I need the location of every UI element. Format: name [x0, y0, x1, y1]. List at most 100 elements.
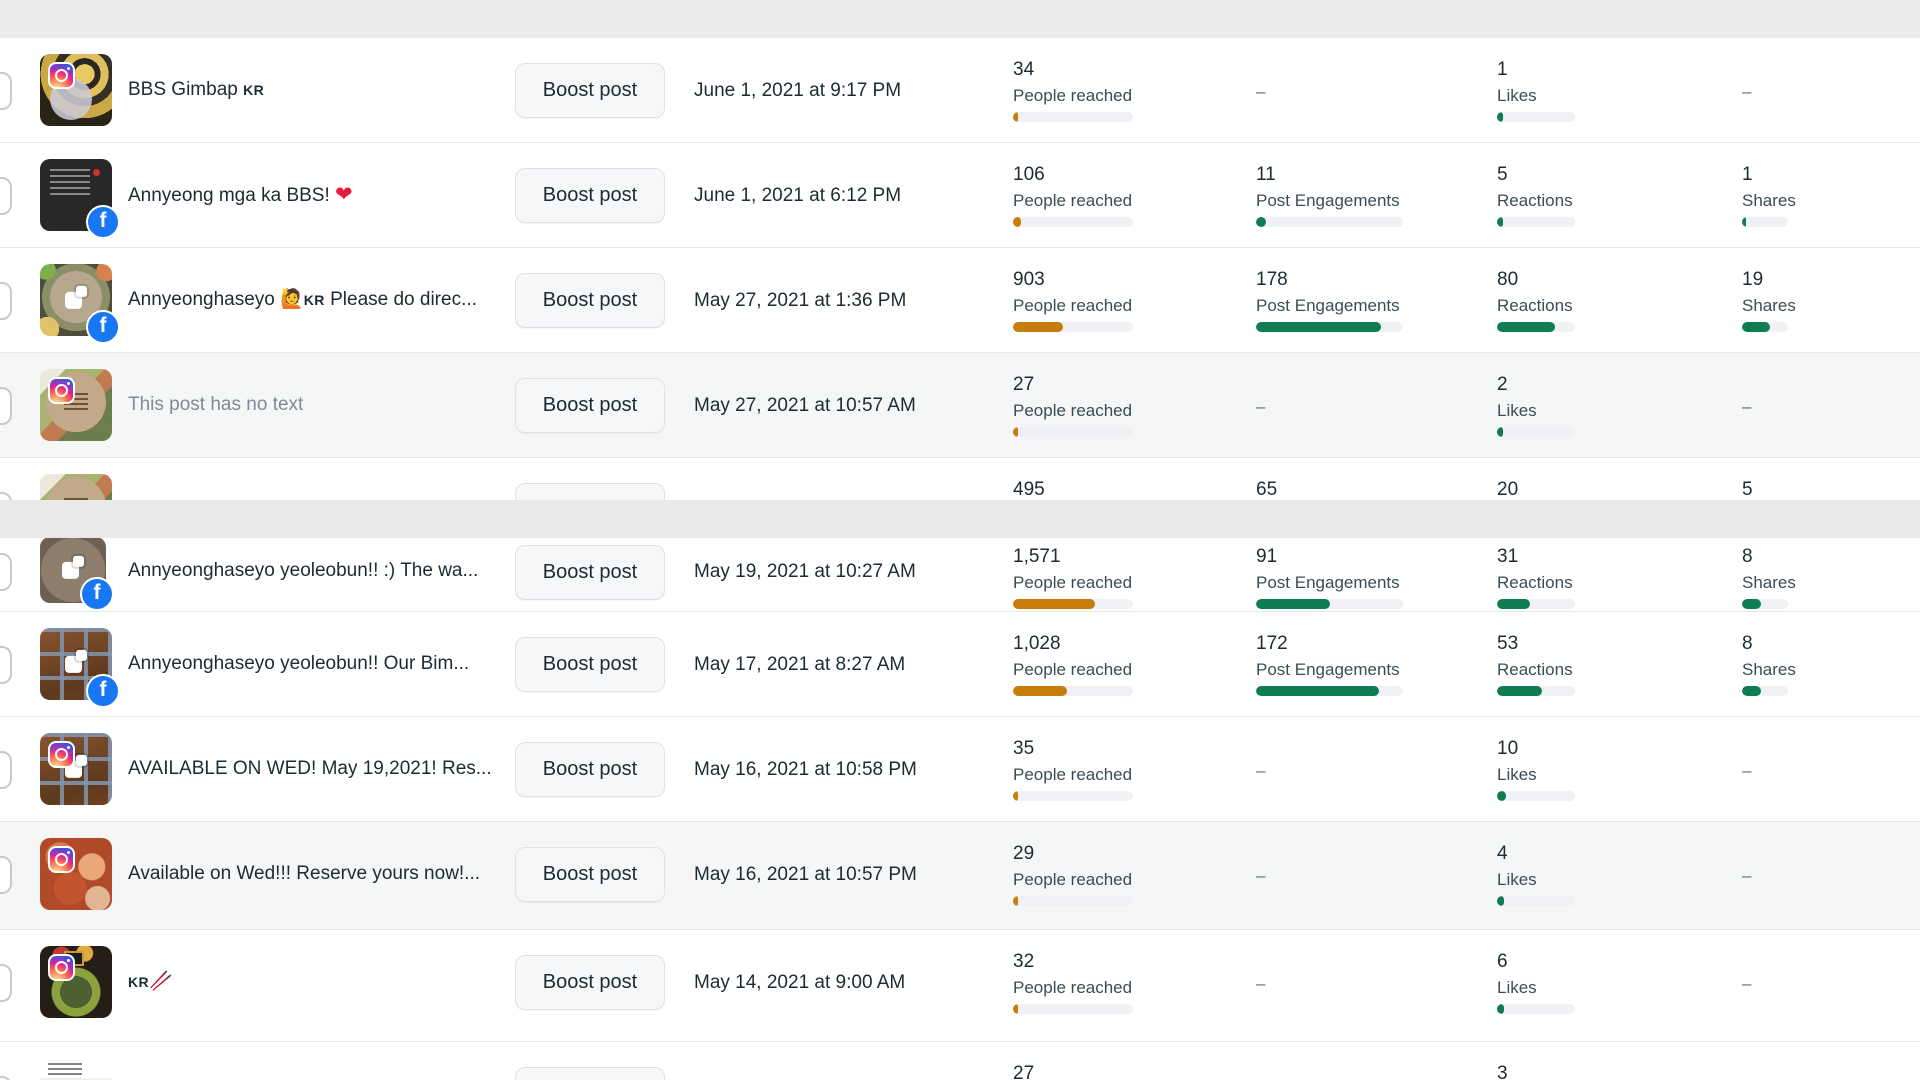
post-date: May 27, 2021 at 10:57 AM — [694, 395, 916, 416]
row-checkbox[interactable] — [0, 177, 12, 215]
post-row[interactable]: f Annyeonghaseyo 🙋KR Please do direc... Bo… — [0, 248, 1920, 353]
metric-progress-bar — [1497, 1004, 1575, 1014]
post-row[interactable]: Boost post 27 3 — [0, 1042, 1920, 1080]
post-row[interactable]: AVAILABLE ON WED! May 19,2021! Res... Boo… — [0, 717, 1920, 822]
metric-likes: 6 Likes — [1497, 950, 1712, 1014]
metric-progress-bar — [1742, 322, 1788, 332]
boost-post-button[interactable]: Boost post — [515, 63, 665, 118]
metric-progress-bar — [1013, 686, 1133, 696]
emoji-glyph: 🙋 — [280, 289, 304, 310]
boost-post-button[interactable]: Boost post — [515, 1067, 665, 1080]
metric-progress-fill — [1256, 322, 1381, 332]
post-thumbnail[interactable] — [40, 54, 112, 126]
metric-empty-dash: – — [1742, 397, 1752, 416]
metric-label: Likes — [1497, 86, 1537, 105]
post-thumbnail[interactable]: f — [40, 159, 120, 239]
metric-progress-fill — [1497, 896, 1505, 906]
boost-post-button[interactable]: Boost post — [515, 847, 665, 902]
metric-people-reached: 1,028 People reached — [1013, 632, 1228, 696]
metric-label: Shares — [1742, 296, 1796, 315]
metric-empty-dash: – — [1256, 974, 1266, 993]
row-checkbox[interactable] — [0, 387, 12, 425]
metric-label: Post Engagements — [1256, 296, 1400, 315]
metric-progress-fill — [1497, 686, 1543, 696]
table-header-band — [0, 0, 1920, 38]
post-row[interactable]: Available on Wed!!! Reserve yours now!..… — [0, 822, 1920, 930]
row-checkbox[interactable] — [0, 964, 12, 1002]
post-thumbnail[interactable]: f — [40, 628, 120, 708]
metric-progress-bar — [1497, 896, 1575, 906]
boost-post-button[interactable]: Boost post — [515, 742, 665, 797]
post-thumbnail[interactable] — [40, 946, 112, 1018]
boost-post-button[interactable]: Boost post — [515, 168, 665, 223]
metric-shares: 8 Shares — [1742, 545, 1920, 609]
metric-label: People reached — [1013, 296, 1133, 315]
metric-empty-dash: – — [1742, 761, 1752, 780]
title-text: Please do direc... — [324, 289, 477, 310]
instagram-badge-icon — [48, 954, 75, 981]
post-thumbnail[interactable] — [40, 1058, 112, 1080]
row-checkbox[interactable] — [0, 1076, 12, 1080]
row-checkbox[interactable] — [0, 646, 12, 684]
post-row[interactable]: KR🥢 Boost post May 14, 2021 at 9:00 AM 32 Pe… — [0, 930, 1920, 1042]
metric-label: People reached — [1013, 660, 1133, 679]
post-row[interactable]: f Annyeonghaseyo yeoleobun!! :) The wa...… — [0, 533, 1920, 612]
post-date: May 16, 2021 at 10:58 PM — [694, 759, 917, 780]
post-title: Available on Wed!!! Reserve yours now!..… — [128, 862, 480, 886]
instagram-badge-icon — [48, 62, 75, 89]
boost-post-button[interactable]: Boost post — [515, 273, 665, 328]
metric-metric: 3 — [1497, 1062, 1712, 1080]
row-checkbox[interactable] — [0, 751, 12, 789]
post-row[interactable]: f Annyeonghaseyo yeoleobun!! Our Bim... Bo… — [0, 612, 1920, 717]
metric-post-engagements: 11 Post Engagements — [1256, 163, 1471, 227]
post-thumbnail[interactable] — [40, 838, 112, 910]
post-thumbnail[interactable] — [40, 733, 112, 805]
metric-label: Post Engagements — [1256, 660, 1400, 679]
boost-post-button[interactable]: Boost post — [515, 955, 665, 1010]
metric-progress-bar — [1013, 1004, 1133, 1014]
metric-progress-bar — [1256, 599, 1403, 609]
title-text: Annyeonghaseyo yeoleobun!! Our Bim... — [128, 653, 470, 674]
post-row[interactable]: f Annyeong mga ka BBS! ❤ Boost post June 1,… — [0, 143, 1920, 248]
row-checkbox[interactable] — [0, 282, 12, 320]
row-checkbox[interactable] — [0, 856, 12, 894]
metric-value: 34 — [1013, 59, 1035, 80]
post-thumbnail[interactable]: f — [40, 537, 114, 611]
metric-likes: 4 Likes — [1497, 842, 1712, 906]
metric-value: 19 — [1742, 269, 1764, 290]
metric-label: Likes — [1497, 401, 1537, 420]
metric-progress-bar — [1013, 599, 1133, 609]
metric-post-engagements: 172 Post Engagements — [1256, 632, 1471, 696]
post-date: June 1, 2021 at 6:12 PM — [694, 185, 902, 206]
metric-progress-fill — [1742, 686, 1761, 696]
boost-post-button[interactable]: Boost post — [515, 637, 665, 692]
metric-value: 4 — [1497, 843, 1508, 864]
metric-value: 8 — [1742, 546, 1753, 567]
metric-people-reached: 27 People reached — [1013, 373, 1228, 437]
metric-empty-dash: – — [1256, 866, 1266, 885]
metric-label: Reactions — [1497, 573, 1573, 592]
metric-progress-bar — [1497, 686, 1575, 696]
metric-value: 11 — [1256, 164, 1276, 185]
metric-progress-fill — [1013, 217, 1022, 227]
metric-progress-fill — [1742, 322, 1770, 332]
boost-post-button[interactable]: Boost post — [515, 378, 665, 433]
metric-metric: 27 — [1013, 1062, 1228, 1080]
metric-label: People reached — [1013, 573, 1133, 592]
metric-value: 27 — [1013, 1063, 1035, 1080]
metric-progress-bar — [1013, 896, 1133, 906]
title-text: Annyeong mga ka BBS! — [128, 185, 336, 206]
metric-value: 20 — [1497, 479, 1519, 500]
boost-post-button[interactable]: Boost post — [515, 545, 665, 600]
row-checkbox[interactable] — [0, 72, 12, 110]
metric-progress-fill — [1013, 322, 1064, 332]
metric-value: 5 — [1742, 479, 1753, 500]
post-thumbnail[interactable] — [40, 369, 112, 441]
post-date: June 1, 2021 at 9:17 PM — [694, 80, 902, 101]
post-thumbnail[interactable]: f — [40, 264, 120, 344]
instagram-badge-icon — [48, 377, 75, 404]
metric-value: 91 — [1256, 546, 1278, 567]
post-row[interactable]: BBS Gimbap KR Boost post June 1, 2021 at 9… — [0, 38, 1920, 143]
post-row[interactable]: This post has no text Boost post May 27, 2… — [0, 353, 1920, 458]
row-checkbox[interactable] — [0, 553, 12, 591]
